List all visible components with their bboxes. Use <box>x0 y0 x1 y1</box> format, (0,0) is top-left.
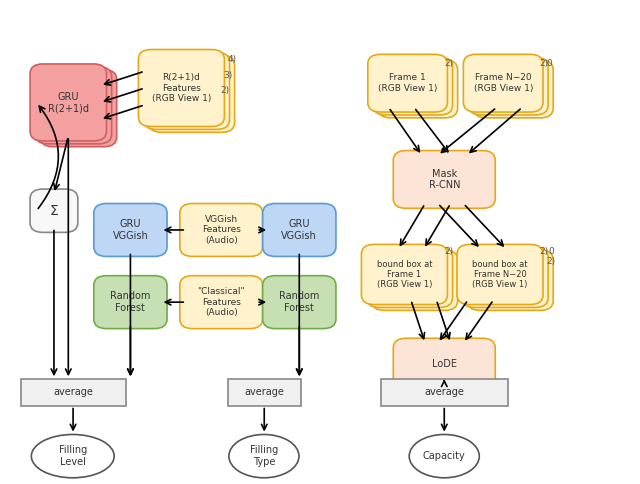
FancyBboxPatch shape <box>138 49 225 126</box>
Text: bound box at
Frame 1
(RGB View 1): bound box at Frame 1 (RGB View 1) <box>377 259 432 289</box>
Text: 3): 3) <box>223 71 232 80</box>
Text: 2): 2) <box>444 60 453 68</box>
FancyBboxPatch shape <box>368 54 447 112</box>
Text: GRU
VGGish: GRU VGGish <box>113 219 148 241</box>
Text: R(2+1)d
Features
(RGB View 1): R(2+1)d Features (RGB View 1) <box>152 73 211 103</box>
FancyBboxPatch shape <box>228 379 301 406</box>
Text: GRU
R(2+1)d: GRU R(2+1)d <box>48 91 89 113</box>
FancyBboxPatch shape <box>367 247 452 307</box>
Text: Σ: Σ <box>49 204 58 218</box>
FancyBboxPatch shape <box>262 203 336 257</box>
Ellipse shape <box>409 435 479 478</box>
FancyBboxPatch shape <box>148 55 235 132</box>
FancyBboxPatch shape <box>30 64 106 141</box>
Text: GRU
VGGish: GRU VGGish <box>282 219 317 241</box>
Text: Random
Forest: Random Forest <box>279 291 319 313</box>
Text: LoDE: LoDE <box>432 359 457 368</box>
FancyBboxPatch shape <box>467 250 553 310</box>
Text: Filling
Level: Filling Level <box>59 445 87 467</box>
Text: "Classical"
Features
(Audio): "Classical" Features (Audio) <box>197 287 245 317</box>
Text: bound box at
Frame N−20
(RGB View 1): bound box at Frame N−20 (RGB View 1) <box>472 259 528 289</box>
FancyBboxPatch shape <box>381 379 508 406</box>
FancyBboxPatch shape <box>378 60 458 118</box>
FancyBboxPatch shape <box>30 189 78 232</box>
Text: 2): 2) <box>540 247 549 256</box>
FancyBboxPatch shape <box>180 203 262 257</box>
FancyBboxPatch shape <box>373 57 452 115</box>
Text: Frame 1
(RGB View 1): Frame 1 (RGB View 1) <box>378 74 437 93</box>
FancyBboxPatch shape <box>143 52 230 129</box>
FancyBboxPatch shape <box>462 247 548 307</box>
FancyBboxPatch shape <box>35 67 111 144</box>
Text: average: average <box>424 387 464 397</box>
Text: Filling
Type: Filling Type <box>250 445 278 467</box>
FancyBboxPatch shape <box>94 203 167 257</box>
Text: Frame N−20
(RGB View 1): Frame N−20 (RGB View 1) <box>474 74 533 93</box>
Text: 2): 2) <box>540 60 549 68</box>
FancyBboxPatch shape <box>40 70 116 147</box>
Text: 4): 4) <box>228 55 237 63</box>
Text: VGGish
Features
(Audio): VGGish Features (Audio) <box>202 215 241 245</box>
Text: 2): 2) <box>546 257 556 266</box>
FancyBboxPatch shape <box>262 276 336 329</box>
FancyBboxPatch shape <box>362 244 447 304</box>
Text: 0: 0 <box>548 247 554 256</box>
Text: 2): 2) <box>220 86 229 95</box>
Text: average: average <box>53 387 93 397</box>
Text: 2): 2) <box>444 247 453 256</box>
FancyBboxPatch shape <box>457 244 543 304</box>
FancyBboxPatch shape <box>394 338 495 389</box>
FancyBboxPatch shape <box>94 276 167 329</box>
FancyBboxPatch shape <box>463 54 543 112</box>
Ellipse shape <box>31 435 114 478</box>
Ellipse shape <box>229 435 299 478</box>
FancyBboxPatch shape <box>394 151 495 208</box>
FancyBboxPatch shape <box>474 60 553 118</box>
Text: Random
Forest: Random Forest <box>110 291 150 313</box>
FancyBboxPatch shape <box>180 276 262 329</box>
Text: average: average <box>244 387 284 397</box>
Text: Capacity: Capacity <box>423 451 466 461</box>
FancyBboxPatch shape <box>20 379 125 406</box>
Text: Mask
R-CNN: Mask R-CNN <box>429 168 460 190</box>
FancyBboxPatch shape <box>372 250 458 310</box>
FancyBboxPatch shape <box>468 57 548 115</box>
Text: 0: 0 <box>546 60 552 68</box>
